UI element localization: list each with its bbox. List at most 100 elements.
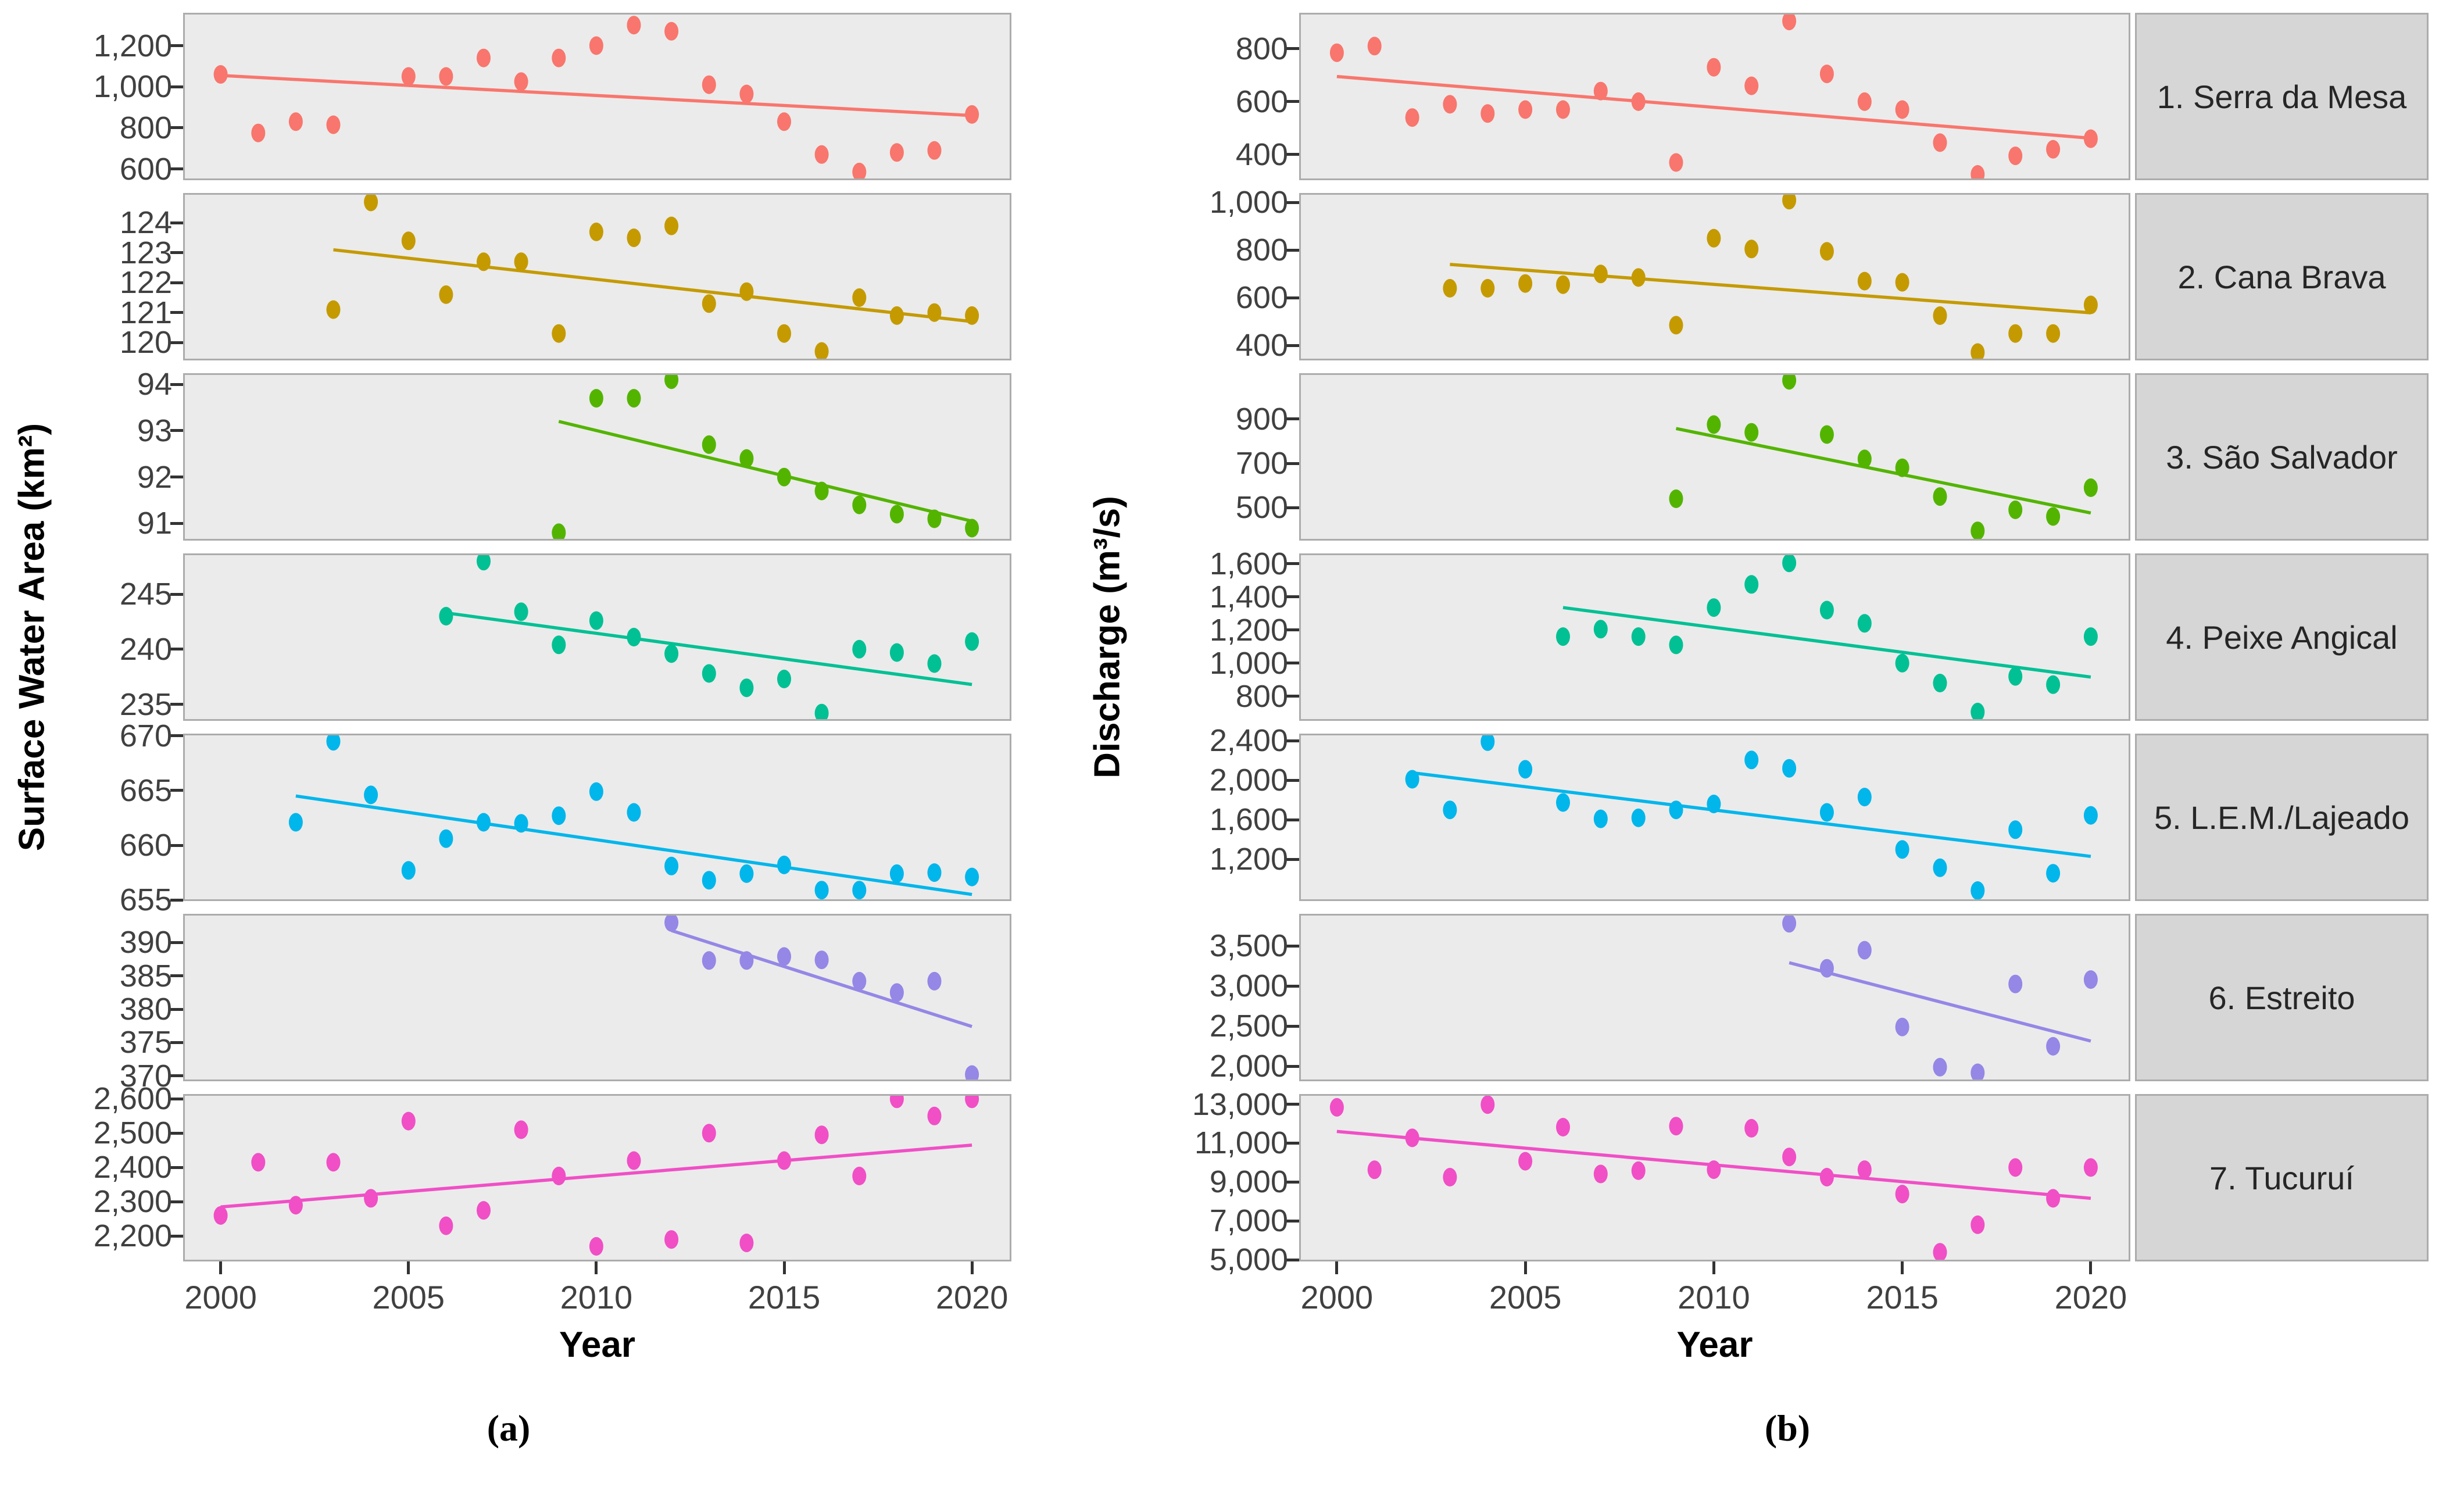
data-point — [702, 1124, 716, 1143]
panel-background — [1299, 13, 2130, 180]
y-tick-label: 93 — [137, 413, 172, 448]
panel-border — [1299, 373, 2130, 541]
data-point — [514, 602, 528, 621]
facet-strip-2-cana-brava: 2. Cana Brava — [2135, 193, 2429, 360]
y-tick-label: 400 — [1235, 328, 1288, 363]
y-tick-mark — [1286, 1219, 1299, 1223]
y-tick-label: 3,000 — [1209, 968, 1288, 1004]
y-tick-mark — [1286, 296, 1299, 299]
data-point — [1782, 193, 1797, 210]
data-point — [702, 664, 716, 683]
y-tick-mark — [170, 1007, 183, 1011]
x-tick-mark — [595, 1261, 598, 1274]
panel-border — [183, 373, 1011, 541]
data-point — [439, 829, 453, 848]
y-tick-label: 91 — [137, 506, 172, 541]
facet-strip-label: 4. Peixe Angical — [2166, 619, 2398, 656]
facet-strip-label: 1. Serra da Mesa — [2157, 78, 2407, 115]
y-tick-label: 600 — [1235, 280, 1288, 316]
y-tick-mark — [170, 126, 183, 130]
y-tick-mark — [170, 1131, 183, 1135]
x-tick-mark — [2089, 1261, 2093, 1274]
y-tick-label: 2,600 — [93, 1081, 172, 1117]
data-point — [1480, 734, 1495, 751]
facet-strip-label: 2. Cana Brava — [2177, 258, 2386, 295]
y-tick-mark — [170, 1097, 183, 1100]
y-tick-label: 375 — [119, 1025, 172, 1060]
data-point — [1631, 627, 1646, 646]
panel-background — [183, 914, 1011, 1081]
y-tick-mark — [170, 221, 183, 224]
y-tick-mark — [170, 1074, 183, 1078]
data-point — [552, 324, 566, 343]
y-tick-mark — [1286, 248, 1299, 252]
y-tick-mark — [1286, 944, 1299, 948]
y-tick-label: 1,000 — [1209, 645, 1288, 681]
panel-a-4-peixe-angical — [183, 553, 1011, 721]
data-point — [927, 141, 942, 160]
x-tick-label: 2005 — [372, 1279, 445, 1316]
y-tick-label: 700 — [1235, 446, 1288, 481]
x-tick-label: 2000 — [184, 1279, 257, 1316]
data-point — [664, 856, 679, 875]
panel-a-5-l-e-m-lajeado — [183, 734, 1011, 901]
y-tick-mark — [170, 429, 183, 432]
y-tick-label: 5,000 — [1209, 1242, 1288, 1278]
y-tick-mark — [1286, 201, 1299, 204]
y-tick-label: 370 — [119, 1058, 172, 1093]
panel-a-6-estreito — [183, 914, 1011, 1081]
y-tick-label: 92 — [137, 459, 172, 495]
data-point — [889, 983, 904, 1002]
y-tick-mark — [170, 281, 183, 284]
panel-background — [1299, 553, 2130, 721]
panel-b-2-cana-brava — [1299, 193, 2130, 360]
x-tick-label: 2010 — [560, 1279, 633, 1316]
y-tick-label: 1,400 — [1209, 579, 1288, 614]
data-point — [664, 644, 679, 663]
data-point — [927, 1106, 942, 1125]
panel-b-7-tucuru — [1299, 1094, 2130, 1261]
data-point — [477, 48, 491, 67]
data-point — [1971, 1063, 1985, 1081]
y-tick-mark — [170, 941, 183, 944]
data-point — [1782, 914, 1797, 933]
panel-border — [183, 734, 1011, 901]
data-point — [1707, 415, 1721, 434]
y-tick-label: 1,200 — [93, 28, 172, 63]
y-tick-label: 121 — [119, 295, 172, 330]
y-tick-mark — [1286, 628, 1299, 632]
trend-line — [1562, 606, 2091, 679]
y-tick-label: 1,000 — [1209, 185, 1288, 220]
y-tick-mark — [1286, 153, 1299, 156]
data-point — [401, 231, 416, 251]
data-point — [965, 1094, 979, 1109]
y-tick-label: 2,400 — [1209, 723, 1288, 759]
data-point — [213, 65, 228, 84]
y-tick-label: 13,000 — [1192, 1086, 1288, 1122]
data-point — [2046, 507, 2061, 526]
data-point — [2008, 1158, 2023, 1177]
data-point — [889, 505, 904, 524]
data-point — [2046, 1036, 2061, 1056]
y-tick-mark — [1286, 1258, 1299, 1261]
facet-strip-label: 3. São Salvador — [2166, 438, 2398, 476]
data-point — [777, 855, 791, 874]
data-point — [589, 782, 603, 801]
panel-border — [1299, 13, 2130, 180]
data-point — [1669, 316, 1683, 335]
data-point — [1593, 264, 1608, 284]
data-point — [2083, 1158, 2098, 1177]
data-point — [739, 678, 754, 698]
data-point — [2083, 627, 2098, 646]
data-point — [777, 670, 791, 688]
data-point — [1367, 1160, 1382, 1179]
data-point — [889, 306, 904, 325]
data-point — [1443, 278, 1457, 298]
data-point — [1744, 575, 1759, 594]
x-axis-title-a: Year — [559, 1325, 636, 1365]
panel-background — [183, 553, 1011, 721]
data-point — [2046, 675, 2061, 694]
data-point — [326, 734, 341, 751]
panel-background — [1299, 193, 2130, 360]
data-point — [814, 703, 829, 721]
